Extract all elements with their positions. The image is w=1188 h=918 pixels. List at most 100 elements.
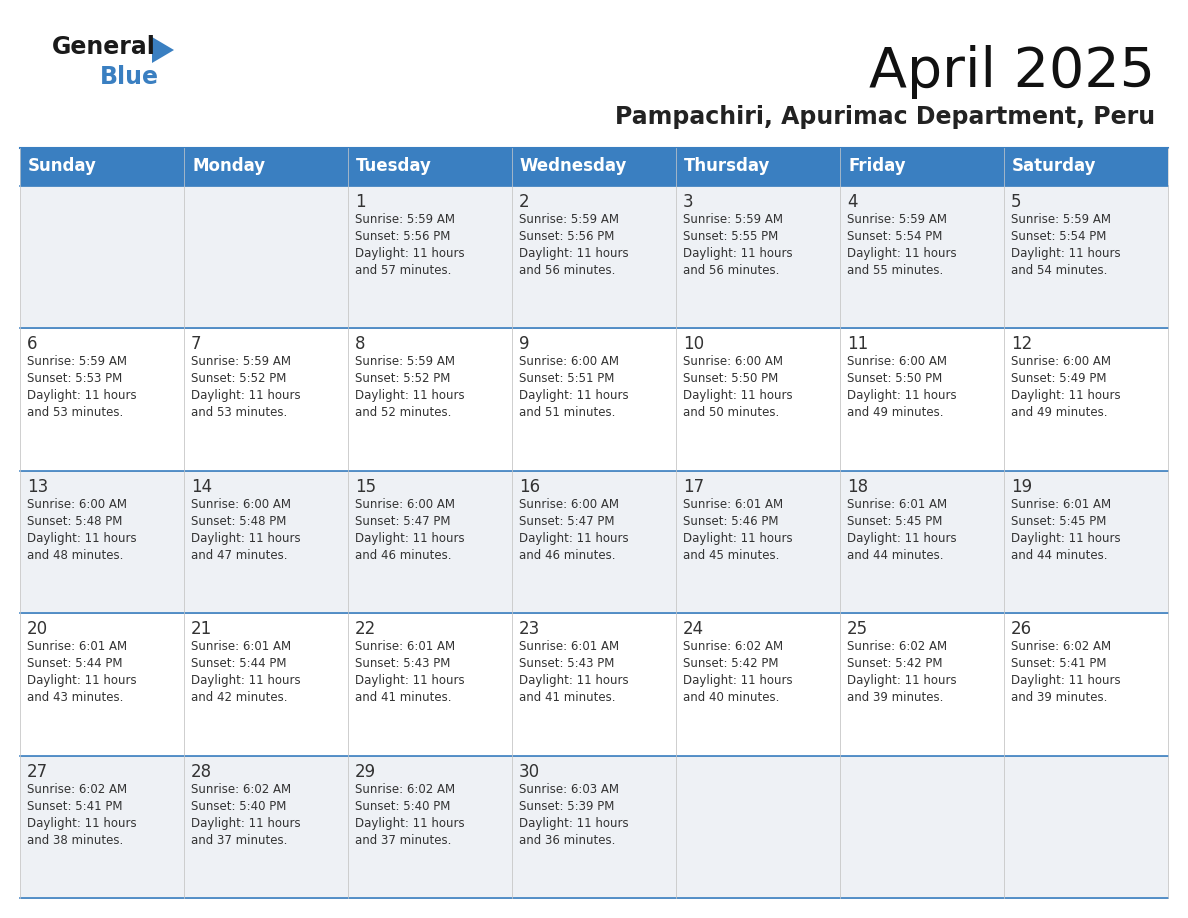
Text: 27: 27 [27,763,49,780]
Text: and 52 minutes.: and 52 minutes. [355,407,451,420]
Text: Daylight: 11 hours: Daylight: 11 hours [683,532,792,544]
Text: Sunset: 5:42 PM: Sunset: 5:42 PM [847,657,942,670]
Bar [1004,186,1168,329]
Text: and 49 minutes.: and 49 minutes. [1011,407,1107,420]
Text: 25: 25 [847,621,868,638]
Text: Daylight: 11 hours: Daylight: 11 hours [683,247,792,260]
Bar [20,186,184,329]
Text: and 56 minutes.: and 56 minutes. [683,264,779,277]
Bar [20,613,184,756]
Text: Sunrise: 6:00 AM: Sunrise: 6:00 AM [191,498,291,510]
Text: Sunset: 5:39 PM: Sunset: 5:39 PM [519,800,614,812]
Bar [184,756,348,898]
Text: and 50 minutes.: and 50 minutes. [683,407,779,420]
Text: 17: 17 [683,477,704,496]
Text: Sunrise: 6:00 AM: Sunrise: 6:00 AM [1011,355,1111,368]
Text: and 39 minutes.: and 39 minutes. [847,691,943,704]
Text: Tuesday: Tuesday [356,157,432,175]
Text: Sunset: 5:56 PM: Sunset: 5:56 PM [355,230,450,243]
Text: and 57 minutes.: and 57 minutes. [355,264,451,277]
Text: Sunrise: 6:01 AM: Sunrise: 6:01 AM [191,640,291,654]
Text: Sunrise: 6:00 AM: Sunrise: 6:00 AM [519,355,619,368]
Text: Daylight: 11 hours: Daylight: 11 hours [519,389,628,402]
Text: Sunset: 5:41 PM: Sunset: 5:41 PM [1011,657,1106,670]
Text: and 45 minutes.: and 45 minutes. [683,549,779,562]
Text: Sunset: 5:47 PM: Sunset: 5:47 PM [519,515,614,528]
Bar [348,186,512,329]
Text: Sunset: 5:54 PM: Sunset: 5:54 PM [1011,230,1106,243]
Text: Daylight: 11 hours: Daylight: 11 hours [355,247,465,260]
Text: 3: 3 [683,193,694,211]
Text: Sunrise: 5:59 AM: Sunrise: 5:59 AM [1011,213,1111,226]
Text: 16: 16 [519,477,541,496]
Text: 26: 26 [1011,621,1032,638]
Bar [676,471,840,613]
Text: 15: 15 [355,477,377,496]
Bar [512,756,676,898]
Text: Sunset: 5:41 PM: Sunset: 5:41 PM [27,800,122,812]
Text: Daylight: 11 hours: Daylight: 11 hours [355,817,465,830]
Text: Sunrise: 6:01 AM: Sunrise: 6:01 AM [683,498,783,510]
Bar [1004,613,1168,756]
Text: and 37 minutes.: and 37 minutes. [191,834,287,846]
Bar [1004,148,1168,186]
Text: Sunrise: 6:00 AM: Sunrise: 6:00 AM [847,355,947,368]
Text: 12: 12 [1011,335,1032,353]
Text: and 42 minutes.: and 42 minutes. [191,691,287,704]
Text: 7: 7 [191,335,202,353]
Text: 4: 4 [847,193,858,211]
Bar [348,613,512,756]
Text: Sunrise: 6:02 AM: Sunrise: 6:02 AM [191,783,291,796]
Text: Sunset: 5:49 PM: Sunset: 5:49 PM [1011,373,1106,386]
Text: Sunset: 5:52 PM: Sunset: 5:52 PM [191,373,286,386]
Text: Daylight: 11 hours: Daylight: 11 hours [519,674,628,688]
Text: Wednesday: Wednesday [520,157,627,175]
Text: Daylight: 11 hours: Daylight: 11 hours [1011,389,1120,402]
Text: Daylight: 11 hours: Daylight: 11 hours [191,389,301,402]
Polygon shape [152,37,173,63]
Text: Sunrise: 6:00 AM: Sunrise: 6:00 AM [355,498,455,510]
Text: Sunset: 5:47 PM: Sunset: 5:47 PM [355,515,450,528]
Text: Sunrise: 6:01 AM: Sunrise: 6:01 AM [27,640,127,654]
Bar [676,329,840,471]
Text: Sunset: 5:56 PM: Sunset: 5:56 PM [519,230,614,243]
Text: Daylight: 11 hours: Daylight: 11 hours [27,389,137,402]
Text: Sunset: 5:44 PM: Sunset: 5:44 PM [27,657,122,670]
Text: Sunrise: 6:02 AM: Sunrise: 6:02 AM [1011,640,1111,654]
Text: Sunset: 5:45 PM: Sunset: 5:45 PM [847,515,942,528]
Text: Daylight: 11 hours: Daylight: 11 hours [191,674,301,688]
Text: 29: 29 [355,763,377,780]
Bar [1004,471,1168,613]
Text: Daylight: 11 hours: Daylight: 11 hours [683,389,792,402]
Bar [20,329,184,471]
Text: Sunset: 5:50 PM: Sunset: 5:50 PM [847,373,942,386]
Bar [184,329,348,471]
Bar [20,148,184,186]
Text: Sunrise: 5:59 AM: Sunrise: 5:59 AM [27,355,127,368]
Bar [512,471,676,613]
Bar [512,613,676,756]
Text: Sunrise: 5:59 AM: Sunrise: 5:59 AM [355,213,455,226]
Text: Sunset: 5:46 PM: Sunset: 5:46 PM [683,515,778,528]
Text: 28: 28 [191,763,213,780]
Text: Sunrise: 5:59 AM: Sunrise: 5:59 AM [847,213,947,226]
Text: 2: 2 [519,193,530,211]
Text: Daylight: 11 hours: Daylight: 11 hours [1011,674,1120,688]
Text: and 53 minutes.: and 53 minutes. [191,407,287,420]
Text: 5: 5 [1011,193,1022,211]
Bar [840,329,1004,471]
Text: and 38 minutes.: and 38 minutes. [27,834,124,846]
Text: 23: 23 [519,621,541,638]
Text: 10: 10 [683,335,704,353]
Text: Daylight: 11 hours: Daylight: 11 hours [847,674,956,688]
Text: 11: 11 [847,335,868,353]
Bar [840,148,1004,186]
Text: Daylight: 11 hours: Daylight: 11 hours [847,532,956,544]
Text: Sunrise: 6:02 AM: Sunrise: 6:02 AM [683,640,783,654]
Text: Daylight: 11 hours: Daylight: 11 hours [191,532,301,544]
Text: Sunrise: 6:01 AM: Sunrise: 6:01 AM [355,640,455,654]
Bar [348,471,512,613]
Bar [676,186,840,329]
Text: 18: 18 [847,477,868,496]
Text: Sunrise: 5:59 AM: Sunrise: 5:59 AM [355,355,455,368]
